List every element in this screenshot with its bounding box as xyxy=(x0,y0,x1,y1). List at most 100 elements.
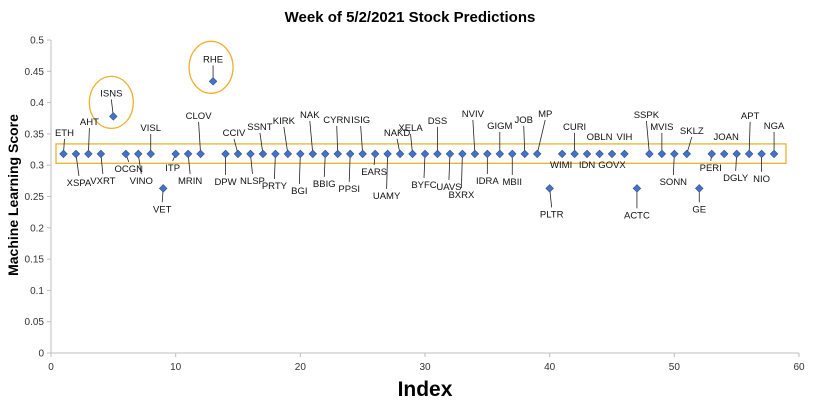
data-point-label: KIRK xyxy=(273,116,296,127)
y-tick-label: 0.05 xyxy=(25,317,45,328)
data-point-marker xyxy=(707,149,716,159)
label-leader-line xyxy=(748,121,751,154)
data-point-label: GOVX xyxy=(598,160,626,171)
data-point-marker xyxy=(59,149,68,159)
label-leader-line xyxy=(298,153,301,184)
y-tick-label: 0.2 xyxy=(30,223,44,234)
data-point-marker xyxy=(570,149,579,159)
data-point-label: MP xyxy=(538,109,552,120)
x-tick-label: 60 xyxy=(793,362,805,373)
data-point-marker xyxy=(71,149,81,159)
label-leader-line xyxy=(472,119,476,154)
data-point-marker xyxy=(445,149,455,159)
data-point-label: DSS xyxy=(428,116,448,127)
data-point-label: NGA xyxy=(764,121,785,132)
score-band-highlight xyxy=(55,40,787,164)
data-point-label: MBII xyxy=(503,177,523,188)
data-point-marker xyxy=(582,149,592,159)
data-point-marker xyxy=(158,184,168,193)
data-point-marker xyxy=(109,112,118,121)
data-point-marker xyxy=(670,149,679,159)
data-point-marker xyxy=(508,149,517,159)
outlier-highlight-circle xyxy=(88,75,134,130)
data-point-label: PERI xyxy=(700,163,722,174)
data-point-marker xyxy=(682,149,692,159)
data-point-label: OCGN xyxy=(115,164,144,175)
data-point-label: ISNS xyxy=(100,88,122,99)
chart-title: Week of 5/2/2021 Stock Predictions xyxy=(285,9,536,26)
y-tick-label: 0.25 xyxy=(25,192,45,203)
label-leader-line xyxy=(536,119,546,155)
axes: 0 0.05 0.1 0.15 0.2 0.25 0.3 0.35 0.4 0.45 0.5 0 10 2… xyxy=(25,36,805,374)
data-point-label: NVIV xyxy=(462,109,485,120)
data-point-label: XSPA xyxy=(67,178,92,189)
data-point-label: NLSP xyxy=(240,176,265,187)
data-point-label: DPW xyxy=(214,177,236,188)
data-point-marker xyxy=(520,149,529,159)
data-point-label: SSPK xyxy=(634,110,660,121)
data-point-marker xyxy=(420,149,430,159)
x-tick-label: 30 xyxy=(419,362,431,373)
data-point-label: BXRX xyxy=(448,190,475,201)
data-point-marker xyxy=(607,149,617,159)
data-point-label: ETH xyxy=(55,128,74,139)
data-point-marker xyxy=(458,149,467,159)
data-point-marker xyxy=(757,149,766,159)
label-leader-line xyxy=(274,153,276,179)
data-point-label: AHT xyxy=(80,117,99,128)
data-point-label: VIH xyxy=(617,132,633,143)
data-point-marker xyxy=(121,149,131,159)
data-point-marker xyxy=(283,149,293,159)
y-axis-label: Machine Learning Score xyxy=(5,114,21,276)
data-point-marker xyxy=(345,149,355,159)
data-point-marker xyxy=(134,149,143,159)
data-point-label: SONN xyxy=(660,177,688,188)
x-tick-label: 10 xyxy=(170,362,182,373)
data-markers xyxy=(59,77,779,193)
data-point-marker xyxy=(308,149,318,159)
data-point-label: UAMY xyxy=(373,191,401,202)
outlier-highlight-circle xyxy=(188,40,234,94)
y-tick-label: 0.1 xyxy=(30,286,44,297)
data-point-label: JOAN xyxy=(714,132,739,143)
data-point-marker xyxy=(246,149,255,159)
data-point-label: WIMI xyxy=(550,160,572,171)
data-point-label: CLOV xyxy=(186,111,213,122)
data-point-label: BBIG xyxy=(313,179,336,190)
data-point-label: CCIV xyxy=(223,128,246,139)
data-point-marker xyxy=(408,149,417,159)
data-point-label: XELA xyxy=(398,123,423,134)
data-point-marker xyxy=(271,149,280,159)
data-point-marker xyxy=(620,149,629,159)
data-point-marker xyxy=(321,149,330,159)
data-point-marker xyxy=(296,149,305,159)
data-point-marker xyxy=(333,149,342,159)
data-point-label: RHE xyxy=(203,54,223,65)
data-point-label: IDN xyxy=(579,160,596,171)
data-point-marker xyxy=(719,149,729,159)
label-leader-line xyxy=(360,125,364,154)
data-point-marker xyxy=(258,149,268,159)
data-point-label: CURI xyxy=(563,122,586,133)
data-point-label: MVIS xyxy=(650,122,673,133)
data-point-label: SKLZ xyxy=(680,126,704,137)
data-point-label: CYRN xyxy=(323,115,350,126)
data-point-label: MRIN xyxy=(178,176,202,187)
label-leader-line xyxy=(523,125,526,154)
data-point-marker xyxy=(595,149,604,159)
data-point-label: PPSI xyxy=(338,184,360,195)
y-tick-label: 0.15 xyxy=(25,255,45,266)
data-point-marker xyxy=(470,149,480,159)
data-point-marker xyxy=(557,149,567,159)
data-point-marker xyxy=(769,149,779,159)
data-point-label: APT xyxy=(741,111,760,122)
data-point-label: BYFC xyxy=(411,180,436,191)
label-leader-line xyxy=(309,120,314,154)
label-leader-line xyxy=(448,153,451,180)
label-leader-line xyxy=(461,153,463,188)
data-point-marker xyxy=(221,149,230,159)
label-leader-line xyxy=(386,153,388,189)
x-tick-label: 40 xyxy=(544,362,556,373)
data-point-label: NAK xyxy=(300,110,320,121)
label-leader-line xyxy=(348,153,351,182)
